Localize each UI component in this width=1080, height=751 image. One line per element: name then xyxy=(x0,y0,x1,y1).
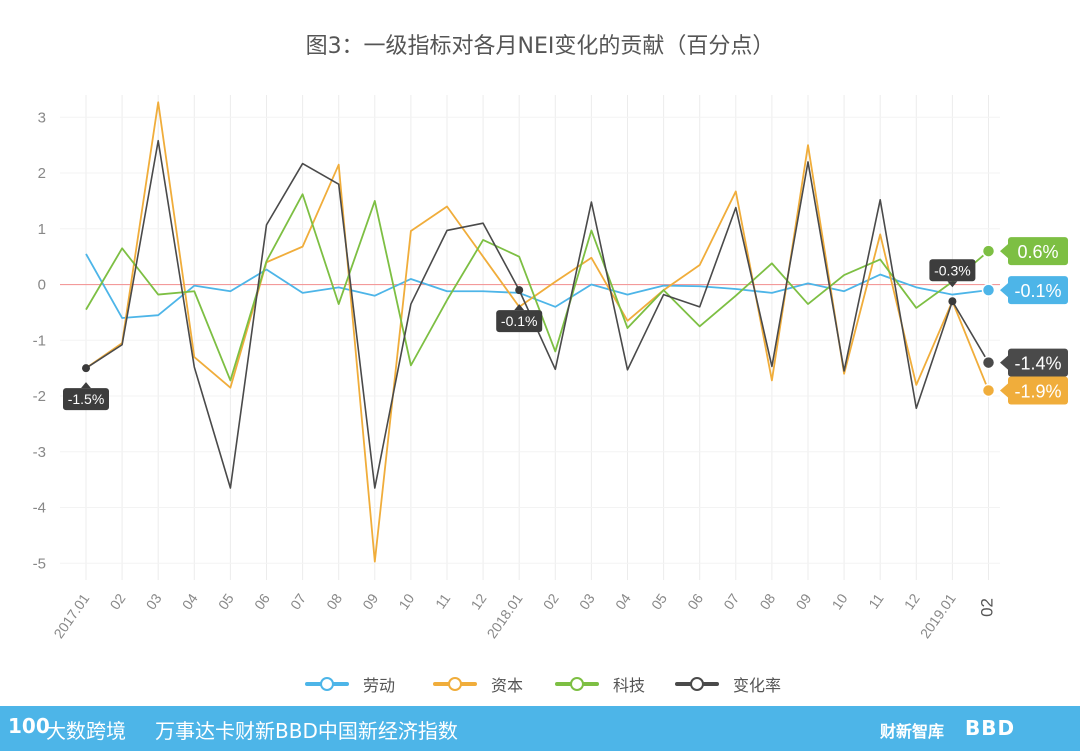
x-tick-label: 2018.01 xyxy=(484,590,526,641)
legend-swatch-labor xyxy=(305,677,349,691)
x-tick-label: 09 xyxy=(792,590,814,612)
footer-logo: 100 xyxy=(8,714,50,738)
end-label-box xyxy=(1008,376,1068,405)
end-label: -0.1% xyxy=(1014,281,1061,301)
legend-item-labor[interactable]: 劳动 xyxy=(305,670,395,698)
footer-brand: 大数跨境 xyxy=(46,719,126,743)
x-tick-label: 12 xyxy=(468,590,490,612)
x-tick-label: 11 xyxy=(432,590,454,611)
x-tick-label: 10 xyxy=(829,590,851,612)
legend: 劳动 资本 科技 变化率 xyxy=(0,670,1080,698)
series-end-point-1 xyxy=(981,383,996,398)
y-tick-label: -5 xyxy=(33,555,46,572)
y-tick-label: -3 xyxy=(33,444,46,461)
x-tick-label: 2019.01 xyxy=(917,590,959,641)
end-label: -1.4% xyxy=(1014,354,1061,374)
legend-label-labor: 劳动 xyxy=(363,676,396,695)
y-tick-label: -1 xyxy=(33,332,46,349)
series-line-2 xyxy=(85,193,990,382)
series-end-point-3 xyxy=(981,355,996,370)
annotation-label: -0.1% xyxy=(501,313,538,329)
grid-layer xyxy=(60,95,1000,580)
x-tick-label: 08 xyxy=(756,590,778,612)
x-tick-label: 03 xyxy=(143,590,165,612)
x-tick-label: 02 xyxy=(107,590,129,612)
y-tick-label: -4 xyxy=(33,500,46,517)
chart-title: 图3：一级指标对各月NEI变化的贡献（百分点） xyxy=(305,34,775,59)
annotation-label: -0.3% xyxy=(934,262,971,278)
x-tick-label: 05 xyxy=(648,590,670,612)
annotation-box xyxy=(929,259,976,282)
x-tick-label: 05 xyxy=(215,590,237,612)
x-tick-label: 09 xyxy=(359,590,381,612)
end-label-box xyxy=(1008,276,1068,305)
series-line-0 xyxy=(85,253,989,319)
legend-label-tech: 科技 xyxy=(613,676,646,695)
footer-logo-caixin: 财新智库 xyxy=(880,722,945,741)
y-tick-label: 0 xyxy=(38,277,46,294)
y-tick-label: 2 xyxy=(38,165,46,182)
legend-item-tech[interactable]: 科技 xyxy=(555,670,645,698)
end-label-box xyxy=(1008,348,1068,377)
annotation-box xyxy=(496,310,543,333)
legend-label-change: 变化率 xyxy=(733,676,782,695)
legend-item-change[interactable]: 变化率 xyxy=(675,670,781,698)
x-tick-label: 02 xyxy=(978,598,997,617)
x-tick-label: 12 xyxy=(901,590,923,612)
series-end-point-0 xyxy=(981,283,996,297)
annotation-point xyxy=(82,364,90,373)
footer-logo-bbd: BBD xyxy=(965,716,1016,740)
legend-label-capital: 资本 xyxy=(491,676,524,695)
x-tick-label: 04 xyxy=(179,590,201,612)
x-tick-label: 07 xyxy=(287,590,309,612)
legend-swatch-change xyxy=(675,677,719,691)
legend-swatch-tech xyxy=(555,677,599,691)
annotation-point xyxy=(515,286,524,295)
x-tick-label: 04 xyxy=(612,590,634,612)
y-tick-label: -2 xyxy=(33,388,46,405)
annotation-label: -1.5% xyxy=(68,391,105,407)
x-tick-label: 06 xyxy=(251,590,273,612)
footer-banner: 100 大数跨境 万事达卡财新BBD中国新经济指数 财新智库 BBD xyxy=(0,706,1080,751)
y-tick-label: 3 xyxy=(38,109,46,126)
x-tick-label: 06 xyxy=(684,590,706,612)
y-tick-label: 1 xyxy=(38,221,46,238)
annotation-point xyxy=(948,297,957,306)
annotation-layer: -1.5% -0.1% -0.3% 0.6% -0.1% -1.4% -1.9% xyxy=(63,237,1068,411)
legend-item-capital[interactable]: 资本 xyxy=(433,670,523,698)
series-layer xyxy=(85,101,996,563)
x-tick-label: 2017.01 xyxy=(50,590,92,641)
footer-text: 万事达卡财新BBD中国新经济指数 xyxy=(155,719,458,743)
end-label: -1.9% xyxy=(1014,381,1061,401)
annotation-box xyxy=(63,388,109,411)
x-tick-label: 07 xyxy=(720,590,742,612)
y-axis-ticks: 3 2 1 0 -1 -2 -3 -4 -5 xyxy=(33,109,46,572)
x-tick-label: 03 xyxy=(576,590,598,612)
x-tick-label: 11 xyxy=(865,590,887,611)
x-tick-label: 08 xyxy=(323,590,345,612)
end-label-box xyxy=(1008,237,1068,266)
x-tick-label: 10 xyxy=(395,590,417,612)
x-tick-label: 02 xyxy=(540,590,562,612)
end-label: 0.6% xyxy=(1017,242,1058,262)
series-end-point-2 xyxy=(981,244,996,258)
legend-swatch-capital xyxy=(433,677,477,691)
